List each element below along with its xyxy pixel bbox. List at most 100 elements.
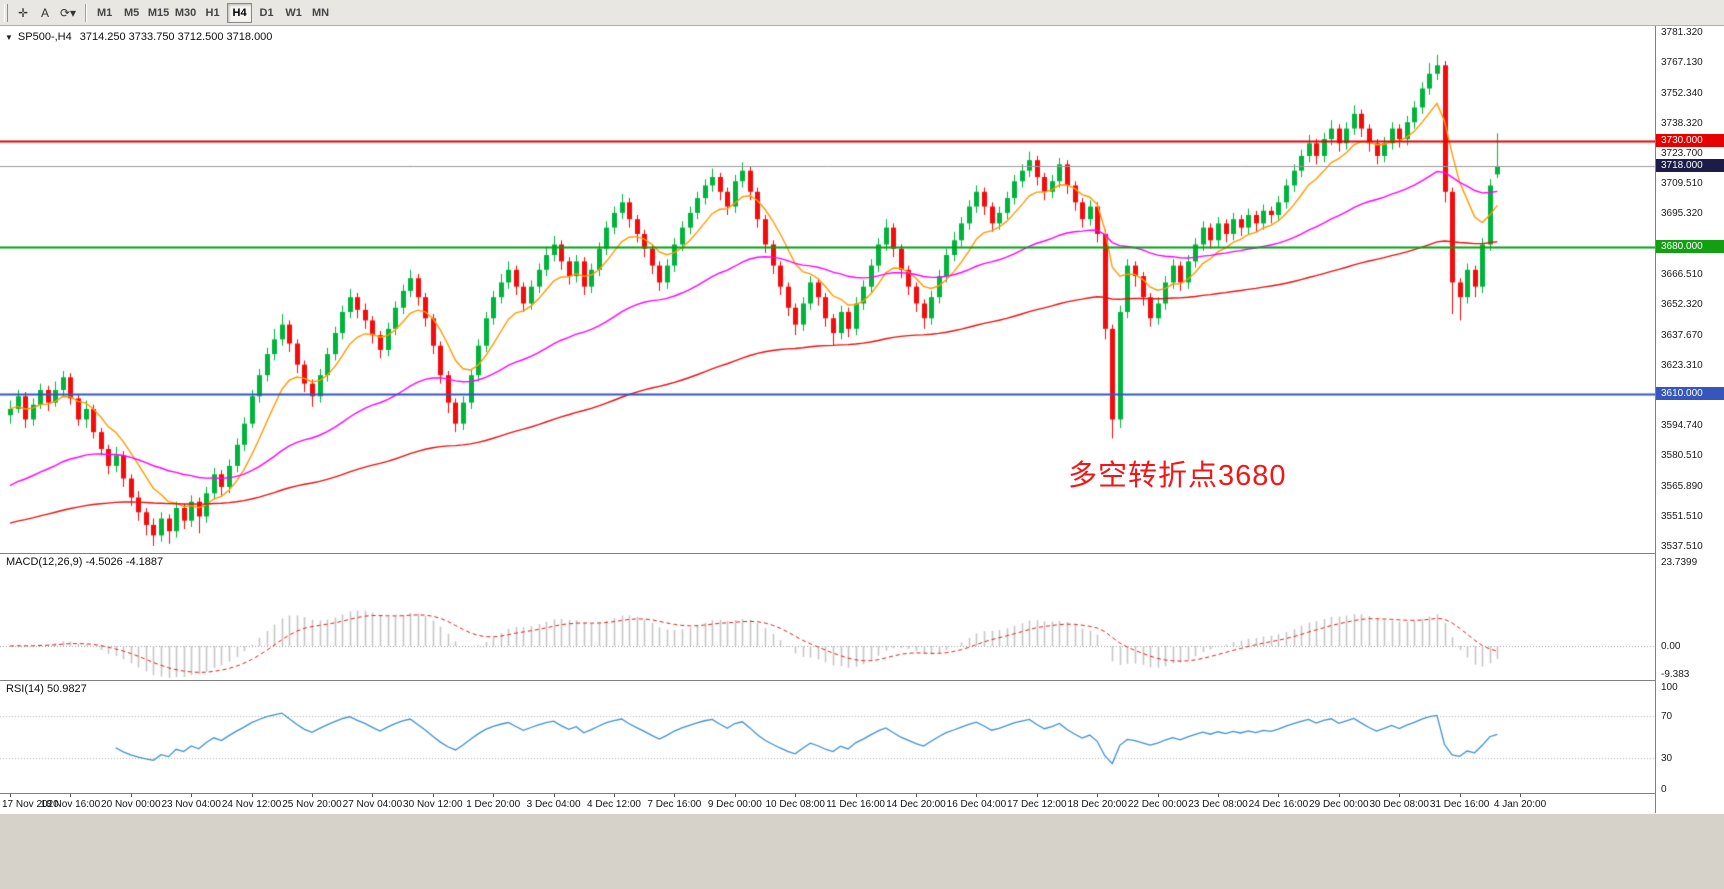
time-axis-label: 24 Dec 16:00 — [1248, 799, 1309, 810]
macd-axis-label: 23.7399 — [1661, 556, 1698, 568]
price-axis-label: 3594.740 — [1661, 420, 1703, 432]
time-axis-label: 30 Nov 12:00 — [403, 799, 463, 810]
timeframe-button-w1[interactable]: W1 — [285, 6, 302, 19]
rsi-axis-label: 70 — [1661, 711, 1673, 723]
time-tick — [251, 794, 253, 797]
macd-canvas[interactable] — [0, 554, 1655, 680]
macd-axis-label: -9.383 — [1661, 669, 1690, 680]
price-axis-label: 3723.700 — [1661, 148, 1703, 160]
time-tick — [372, 794, 374, 797]
panel-separator-rsi[interactable] — [0, 680, 1655, 681]
time-axis-label: 18 Nov 16:00 — [40, 799, 101, 810]
time-axis-label: 17 Dec 12:00 — [1007, 799, 1067, 810]
window-background — [0, 814, 1724, 889]
time-tick — [10, 794, 11, 797]
time-axis-label: 7 Dec 16:00 — [647, 799, 702, 810]
time-tick — [312, 794, 313, 797]
timeframe-toolbar: M1 M5 M15 M30 H1 H4 D1 W1 MN — [91, 2, 334, 23]
timeframe-button-m30[interactable]: M30 — [174, 6, 197, 19]
timeframe-button-h1[interactable]: H1 — [205, 6, 220, 19]
rsi-axis-label: 30 — [1661, 752, 1673, 764]
time-axis-label: 17 Nov 2020 — [2, 799, 59, 810]
time-tick — [1399, 794, 1401, 797]
time-tick — [1157, 794, 1159, 797]
time-axis-label: 31 Dec 16:00 — [1429, 799, 1490, 810]
time-tick — [1459, 794, 1461, 797]
time-axis-label: 23 Nov 04:00 — [161, 799, 221, 810]
time-tick — [493, 794, 495, 797]
time-axis-label: 1 Dec 20:00 — [466, 799, 521, 810]
chart-header: ▼ SP500-,H4 3714.250 3733.750 3712.500 3… — [5, 31, 272, 43]
collapse-arrow-icon[interactable]: ▼ — [5, 32, 13, 42]
time-axis-label: 24 Nov 12:00 — [221, 799, 282, 810]
time-tick — [614, 794, 615, 797]
time-tick — [916, 794, 917, 797]
time-tick — [795, 794, 797, 797]
time-axis-label: 4 Dec 12:00 — [587, 799, 641, 810]
time-tick — [734, 794, 736, 797]
time-axis-label: 30 Dec 08:00 — [1369, 799, 1429, 810]
time-axis-label: 3 Dec 04:00 — [526, 799, 581, 810]
time-tick — [1097, 794, 1099, 797]
timeframe-button-d1[interactable]: D1 — [259, 6, 274, 19]
time-tick — [130, 794, 132, 797]
price-axis-label: 3709.510 — [1661, 178, 1703, 190]
price-axis-label: 3781.320 — [1661, 27, 1703, 38]
timeframe-button-mn[interactable]: MN — [312, 6, 330, 19]
price-axis-label: 3767.130 — [1661, 56, 1703, 68]
time-tick — [855, 794, 857, 797]
time-axis-label: 4 Jan 20:00 — [1493, 799, 1547, 810]
time-tick — [1278, 794, 1280, 797]
time-axis-label: 16 Dec 04:00 — [946, 799, 1007, 810]
time-axis[interactable]: 17 Nov 2020 18 Nov 16:00 20 Nov 00:00 23 No… — [0, 793, 1655, 813]
time-axis-label: 20 Nov 00:00 — [101, 799, 161, 810]
time-axis-label: 9 Dec 00:00 — [707, 799, 762, 810]
price-axis[interactable]: 3781.320 3767.130 3752.340 3738.320 3723.700… — [1655, 26, 1724, 813]
cycles-icon[interactable]: ⟳▾ — [60, 5, 77, 20]
price-badge-3680.000: 3680.000 — [1656, 239, 1724, 253]
time-tick — [1218, 794, 1219, 797]
annotation-text[interactable]: 多空转折点3680 — [1068, 460, 1287, 492]
price-axis-label: 3580.510 — [1661, 450, 1703, 462]
time-tick — [674, 794, 676, 797]
time-tick — [70, 794, 72, 797]
time-axis-label: 23 Dec 08:00 — [1188, 799, 1248, 810]
toolbar-gripper[interactable] — [4, 3, 8, 22]
time-axis-label: 11 Dec 16:00 — [826, 799, 885, 810]
time-axis-label: 29 Dec 00:00 — [1309, 799, 1369, 810]
price-axis-label: 3666.510 — [1661, 269, 1703, 281]
timeframe-button-m1[interactable]: M1 — [96, 6, 113, 19]
main-chart-canvas[interactable] — [0, 26, 1655, 553]
price-axis-label: 3652.320 — [1661, 298, 1703, 310]
rsi-axis-label: 100 — [1661, 682, 1678, 693]
rsi-axis-label: 0 — [1661, 784, 1667, 795]
price-axis-label: 3738.320 — [1661, 117, 1703, 129]
price-axis-label: 3565.890 — [1661, 481, 1703, 493]
panel-separator-macd[interactable] — [0, 553, 1655, 554]
time-axis-label: 10 Dec 08:00 — [765, 799, 825, 810]
price-axis-label: 3551.510 — [1661, 511, 1703, 523]
symbol-period-label: SP500-,H4 — [17, 31, 72, 43]
price-axis-label: 3623.310 — [1661, 360, 1703, 372]
text-tool-icon[interactable]: A — [40, 5, 49, 20]
time-tick — [553, 794, 555, 797]
toolbar-separator — [85, 3, 87, 22]
macd-axis-label: 0.00 — [1661, 641, 1681, 652]
price-axis-label: 3537.510 — [1661, 541, 1703, 552]
time-axis-label: 14 Dec 20:00 — [886, 799, 946, 810]
timeframe-button-h4[interactable]: H4 — [227, 2, 253, 23]
time-tick — [1338, 794, 1340, 797]
chart-tools-toolbar: ✛ A ⟳▾ — [12, 3, 80, 23]
rsi-canvas[interactable] — [0, 681, 1655, 793]
price-badge-3730.000: 3730.000 — [1656, 134, 1724, 148]
ohlc-values: 3714.250 3733.750 3712.500 3718.000 — [79, 31, 273, 43]
price-badge-3718.000: 3718.000 — [1656, 159, 1724, 173]
crosshair-icon[interactable]: ✛ — [17, 5, 29, 20]
timeframe-button-m15[interactable]: M15 — [147, 6, 170, 19]
timeframe-button-m5[interactable]: M5 — [123, 6, 140, 19]
rsi-header: RSI(14) 50.9827 — [6, 683, 87, 695]
price-badge-3610.000: 3610.000 — [1656, 387, 1724, 401]
toolbar: ✛ A ⟳▾ M1 M5 M15 M30 H1 H4 D1 W1 MN — [0, 0, 1724, 26]
time-axis-label: 27 Nov 04:00 — [342, 799, 403, 810]
